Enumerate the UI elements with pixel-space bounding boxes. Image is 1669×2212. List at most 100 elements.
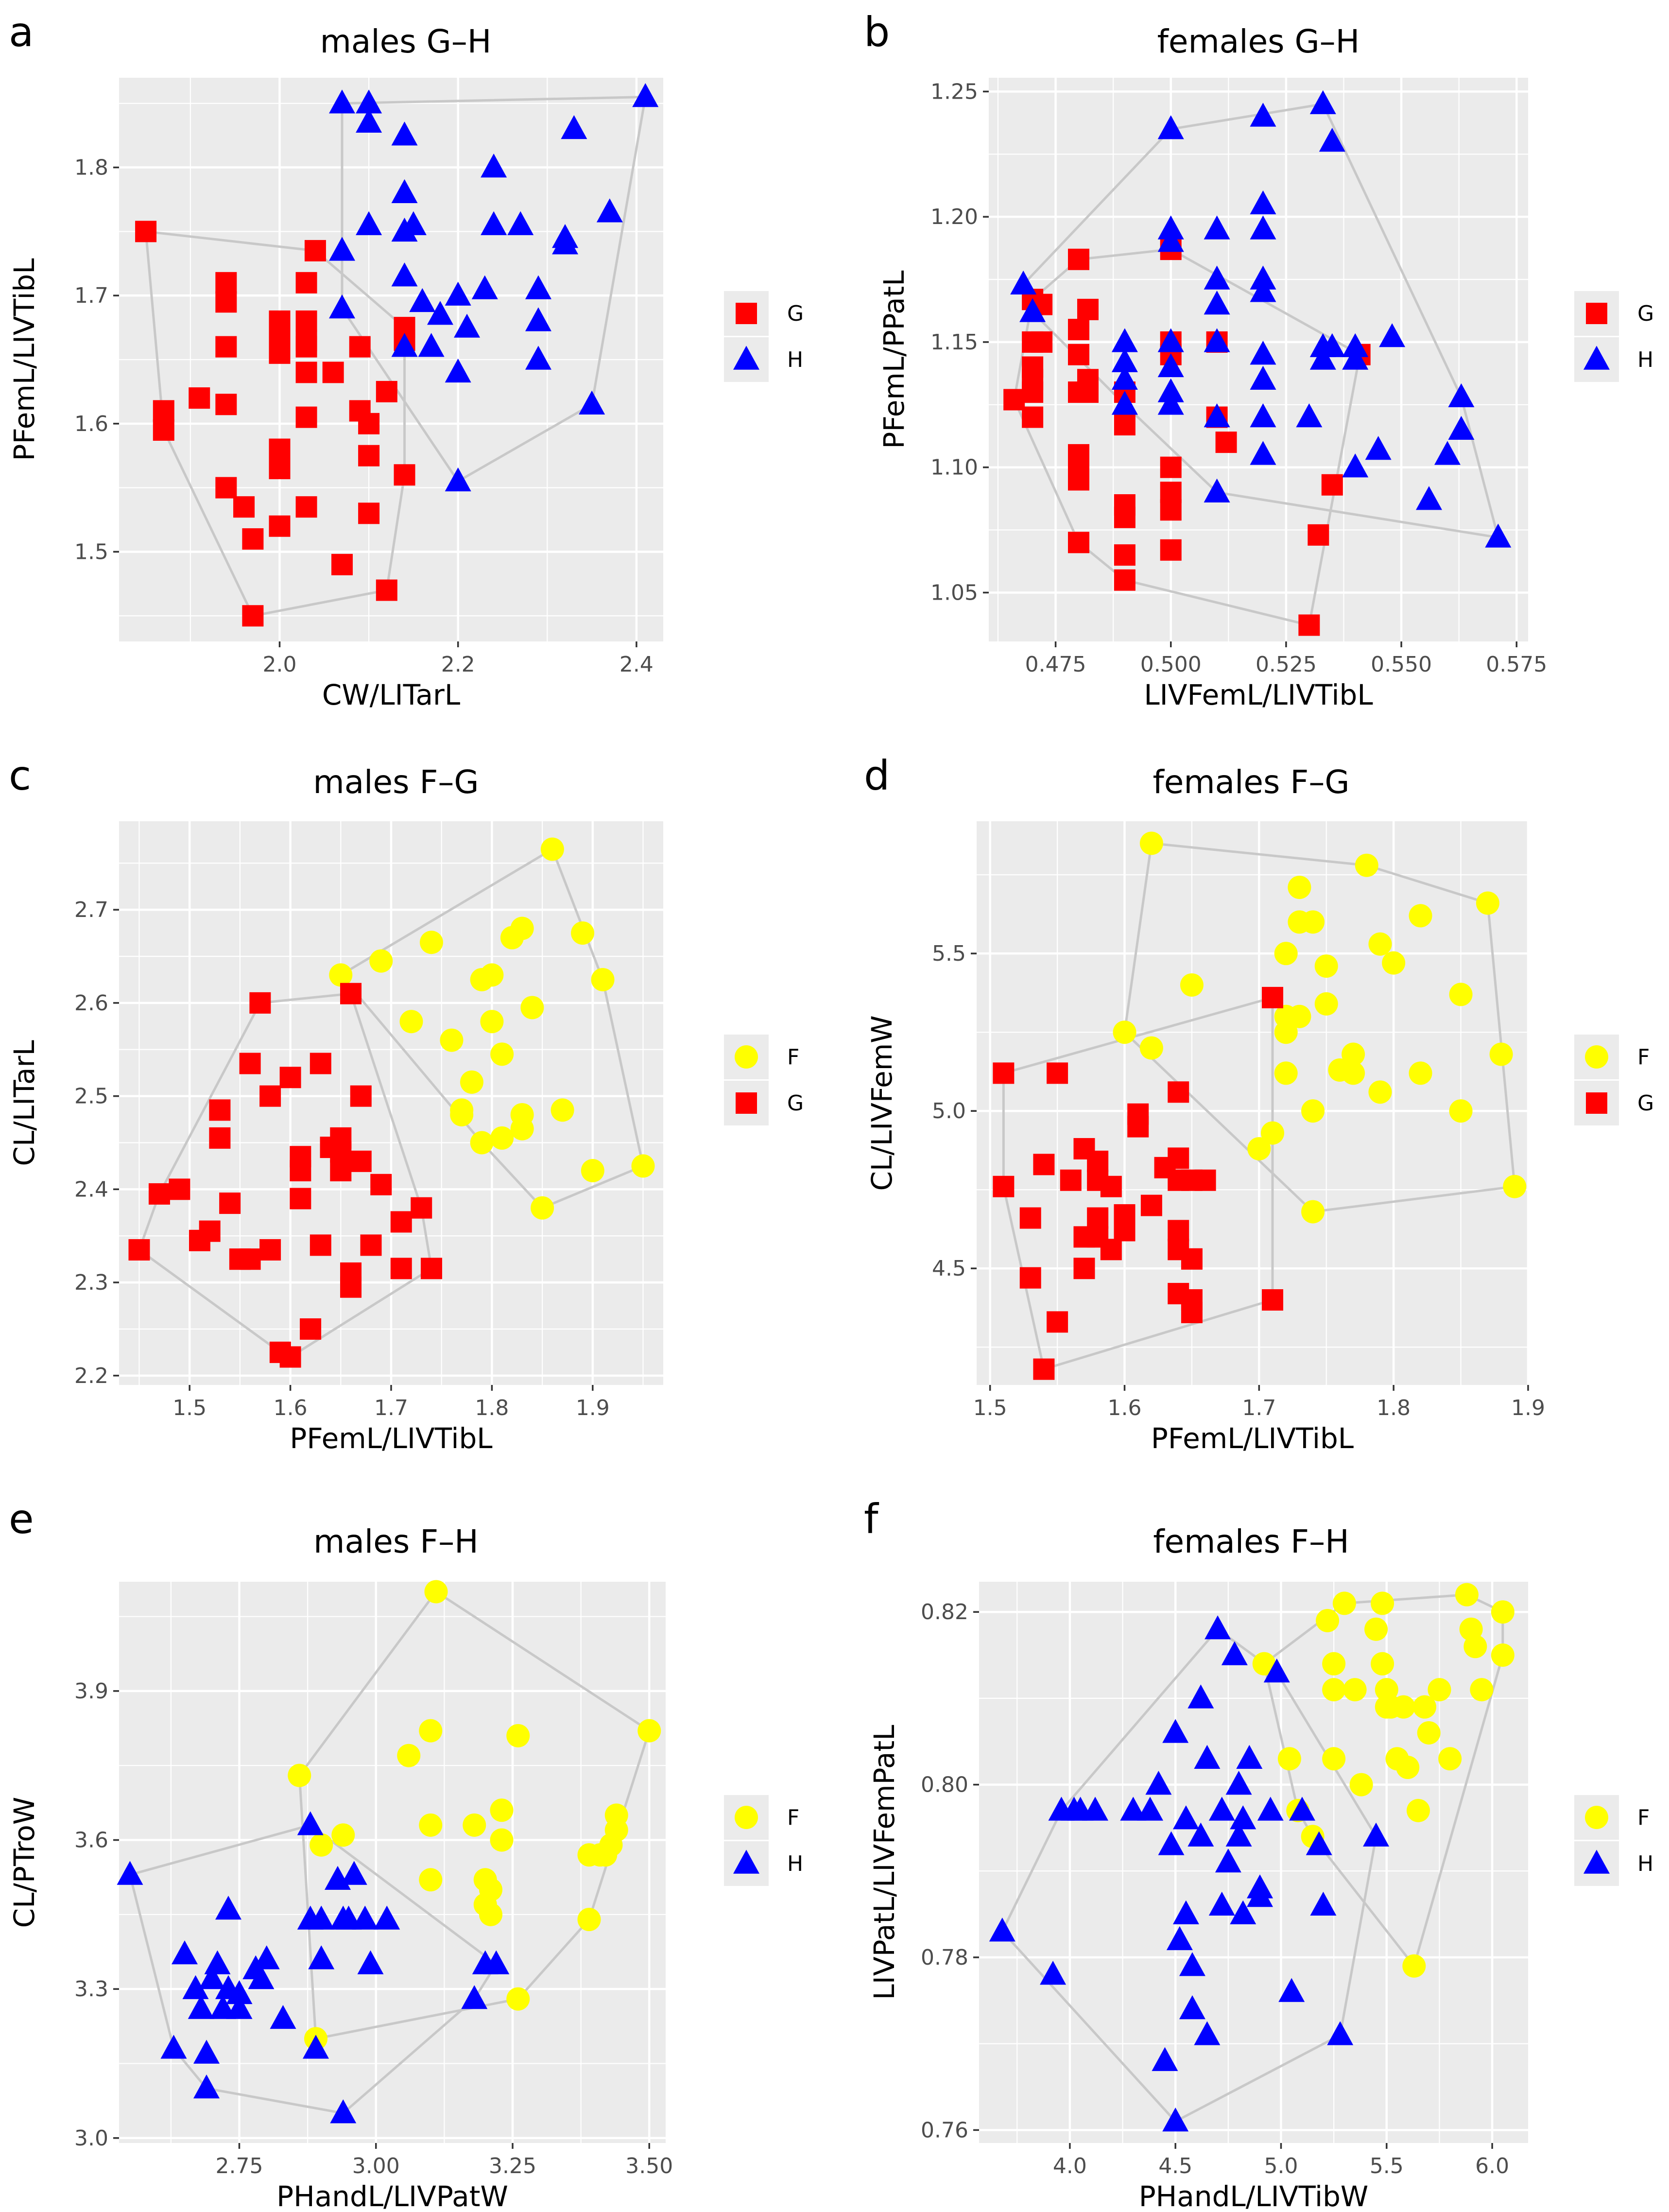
legend-label-H: H bbox=[787, 1851, 803, 1876]
point-F bbox=[510, 916, 534, 940]
point-H bbox=[356, 89, 382, 114]
y-tick-label: 1.20 bbox=[930, 205, 978, 229]
point-F bbox=[1342, 1061, 1365, 1085]
point-H bbox=[1250, 341, 1276, 365]
point-H bbox=[193, 2039, 220, 2064]
chart-title: females G–H bbox=[1157, 23, 1360, 60]
point-G bbox=[1003, 389, 1025, 411]
x-tick-label: 0.525 bbox=[1256, 652, 1317, 677]
point-H bbox=[1327, 2021, 1354, 2045]
point-G bbox=[1100, 1175, 1122, 1197]
point-G bbox=[340, 1262, 362, 1284]
y-axis-label: PFemL/LIVTibL bbox=[8, 258, 41, 461]
x-axis-label: PHandL/LIVPatW bbox=[276, 2180, 508, 2212]
point-F bbox=[479, 1878, 502, 1901]
point-F bbox=[1402, 1954, 1426, 1978]
point-H bbox=[1250, 103, 1276, 127]
x-tick-label: 5.5 bbox=[1370, 2154, 1404, 2178]
point-G bbox=[269, 458, 291, 480]
point-G bbox=[390, 1258, 412, 1279]
legend-label-G: G bbox=[787, 301, 804, 326]
point-F bbox=[1332, 1591, 1356, 1615]
point-H bbox=[1204, 1615, 1231, 1640]
point-H bbox=[1250, 265, 1276, 290]
legend-marker-H bbox=[1583, 1849, 1610, 1874]
point-G bbox=[1068, 248, 1089, 270]
point-H bbox=[1250, 365, 1276, 390]
point-F bbox=[631, 1154, 655, 1178]
point-H bbox=[391, 262, 418, 287]
legend-marker-H bbox=[733, 346, 759, 370]
point-H bbox=[1230, 1900, 1256, 1924]
x-tick-label: 1.7 bbox=[1242, 1396, 1276, 1420]
point-F bbox=[604, 1803, 628, 1827]
panel-e: e males F–H 2.75 3.00 3.25 3.50 3.0 3.3 3.6 3.9 PH… bbox=[8, 1495, 803, 2212]
point-G bbox=[1077, 298, 1099, 320]
x-tick-label: 1.6 bbox=[1108, 1396, 1142, 1420]
point-G bbox=[269, 515, 291, 537]
y-axis-label: CL/PTroW bbox=[8, 1797, 41, 1928]
point-H bbox=[356, 211, 382, 235]
x-tick-label: 2.4 bbox=[619, 652, 654, 677]
point-H bbox=[1230, 1805, 1256, 1830]
point-G bbox=[1321, 474, 1343, 496]
y-tick-label: 2.6 bbox=[74, 991, 108, 1016]
point-G bbox=[411, 1197, 432, 1219]
point-H bbox=[1166, 1926, 1193, 1951]
panel-c: c males F–G 1.5 1.6 1.7 1.8 1.9 2.2 2.3 2.4 2.5 2.6… bbox=[8, 752, 804, 1455]
x-axis-label: CW/LITarL bbox=[322, 678, 460, 711]
point-G bbox=[148, 1183, 170, 1205]
point-F bbox=[1349, 1773, 1373, 1797]
point-G bbox=[993, 1175, 1015, 1197]
y-tick-label: 2.7 bbox=[74, 898, 108, 922]
y-tick-label: 1.7 bbox=[74, 283, 108, 308]
point-H bbox=[525, 275, 551, 299]
point-F bbox=[490, 1042, 514, 1066]
point-F bbox=[310, 1833, 333, 1857]
point-H bbox=[561, 115, 587, 139]
point-H bbox=[1263, 1659, 1290, 1683]
point-G bbox=[1100, 1239, 1122, 1261]
point-H bbox=[193, 2074, 220, 2099]
legend-label-H: H bbox=[787, 347, 803, 372]
point-F bbox=[571, 921, 595, 945]
panel-letter: b bbox=[864, 8, 890, 56]
legend-marker-F bbox=[735, 1045, 758, 1069]
point-G bbox=[215, 336, 237, 358]
point-F bbox=[1343, 1678, 1367, 1702]
point-G bbox=[1047, 1062, 1068, 1084]
point-H bbox=[1040, 1960, 1067, 1985]
point-H bbox=[1257, 1797, 1284, 1821]
point-F bbox=[1180, 973, 1204, 997]
chart-title: males F–G bbox=[313, 763, 479, 801]
convex-hull-G bbox=[144, 230, 406, 617]
point-H bbox=[1342, 346, 1369, 370]
point-G bbox=[1262, 986, 1284, 1008]
point-H bbox=[507, 211, 534, 235]
point-F bbox=[1288, 876, 1311, 899]
point-G bbox=[279, 1067, 301, 1089]
point-F bbox=[1455, 1583, 1479, 1607]
point-F bbox=[397, 1744, 421, 1767]
point-F bbox=[1322, 1747, 1346, 1771]
point-G bbox=[1114, 569, 1136, 591]
x-tick-label: 0.475 bbox=[1025, 652, 1086, 677]
point-G bbox=[1298, 614, 1320, 636]
point-H bbox=[204, 1950, 231, 1974]
y-tick-label: 2.5 bbox=[74, 1084, 108, 1109]
point-G bbox=[370, 1174, 392, 1195]
panel-b: b females G–H 0.475 0.500 0.525 0.550 0.575 1.0… bbox=[864, 8, 1654, 711]
legend-label-H: H bbox=[1637, 1851, 1653, 1876]
point-G bbox=[269, 342, 291, 364]
point-H bbox=[1111, 328, 1138, 352]
point-G bbox=[1087, 1150, 1109, 1172]
point-F bbox=[1355, 853, 1378, 877]
point-G bbox=[259, 1239, 281, 1261]
point-F bbox=[1322, 1678, 1346, 1702]
point-H bbox=[483, 1950, 510, 1974]
point-H bbox=[1342, 333, 1369, 357]
point-G bbox=[1073, 1258, 1095, 1279]
point-F bbox=[329, 963, 353, 987]
legend-marker-G bbox=[1586, 1092, 1607, 1114]
point-H bbox=[1152, 2047, 1178, 2071]
